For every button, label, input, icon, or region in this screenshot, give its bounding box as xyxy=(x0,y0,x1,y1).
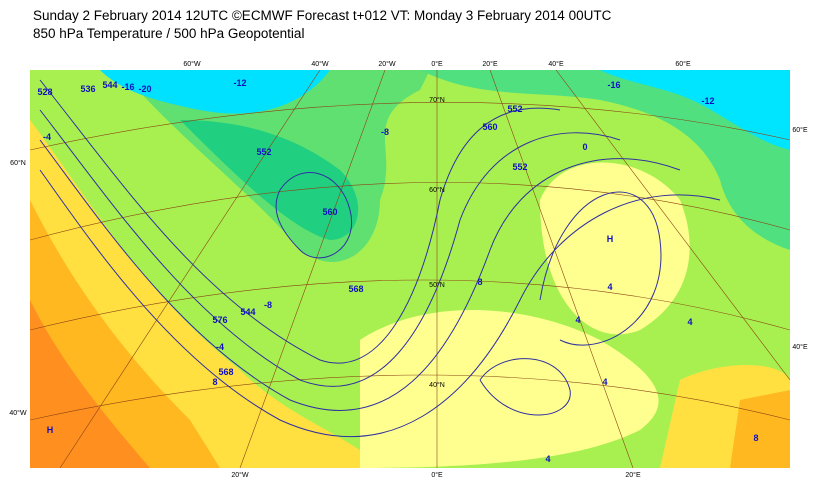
contour-label: 568 xyxy=(218,367,233,377)
contour-label: 568 xyxy=(348,284,363,294)
grid-label: 40°W xyxy=(311,60,329,68)
grid-label: 20°E xyxy=(482,60,498,68)
contour-label: 544 xyxy=(240,307,255,317)
contour-label: H xyxy=(607,234,614,244)
grid-label: 60°E xyxy=(675,60,691,68)
grid-label: 40°W xyxy=(9,409,27,417)
contour-label: -12 xyxy=(233,78,246,88)
graticule xyxy=(30,70,790,468)
contour-label: 0 xyxy=(582,142,587,152)
grid-label: 40°E xyxy=(548,60,564,68)
contour-label: -16 xyxy=(121,82,134,92)
grid-label: 60°N xyxy=(429,186,445,194)
grid-label: 20°E xyxy=(625,471,641,479)
contour-label: -4 xyxy=(216,342,224,352)
grid-label: 0°E xyxy=(431,471,443,479)
contour-label: 8 xyxy=(477,277,482,287)
contour-label: 560 xyxy=(322,207,337,217)
contour-label: H xyxy=(47,425,54,435)
contour-label: -12 xyxy=(701,96,714,106)
contour-label: -8 xyxy=(264,300,272,310)
contour-label: -4 xyxy=(43,132,51,142)
contour-label: 4 xyxy=(687,317,692,327)
contour-label: 8 xyxy=(753,433,758,443)
contour-label: 552 xyxy=(256,147,271,157)
contour-label: -20 xyxy=(138,84,151,94)
grid-label: 20°W xyxy=(231,471,249,479)
contour-label: 528 xyxy=(37,87,52,97)
header-line1: Sunday 2 February 2014 12UTC ©ECMWF Fore… xyxy=(33,8,612,23)
contours xyxy=(39,79,721,437)
contour-label: 576 xyxy=(212,315,227,325)
grid-label: 50°N xyxy=(429,281,445,289)
grid-label: 70°N xyxy=(429,96,445,104)
grid-label: 60°W xyxy=(183,60,201,68)
contour-label: 552 xyxy=(507,104,522,114)
map-field xyxy=(30,70,790,468)
contour-label: 536 xyxy=(80,84,95,94)
contour-label: 4 xyxy=(545,454,550,464)
header-line2: 850 hPa Temperature / 500 hPa Geopotenti… xyxy=(33,26,304,41)
grid-label: 40°N xyxy=(429,381,445,389)
contour-label: 4 xyxy=(607,282,612,292)
contour-label: -8 xyxy=(381,127,389,137)
contour-label: 552 xyxy=(512,162,527,172)
grid-label: 60°E xyxy=(792,126,808,134)
contour-label: 544 xyxy=(102,80,117,90)
grid-label: 20°W xyxy=(378,60,396,68)
grid-label: 0°E xyxy=(431,60,443,68)
contour-label: 8 xyxy=(212,377,217,387)
contour-label: 4 xyxy=(602,377,607,387)
contour-label: 560 xyxy=(482,122,497,132)
grid-label: 40°E xyxy=(792,343,808,351)
contour-label: 4 xyxy=(575,315,580,325)
grid-label: 60°N xyxy=(10,159,26,167)
contour-label: -16 xyxy=(607,80,620,90)
labels: 60°W 40°W 20°W 0°E 20°E 40°E 60°E 20°W 0°E 20°E 60… xyxy=(9,60,808,479)
